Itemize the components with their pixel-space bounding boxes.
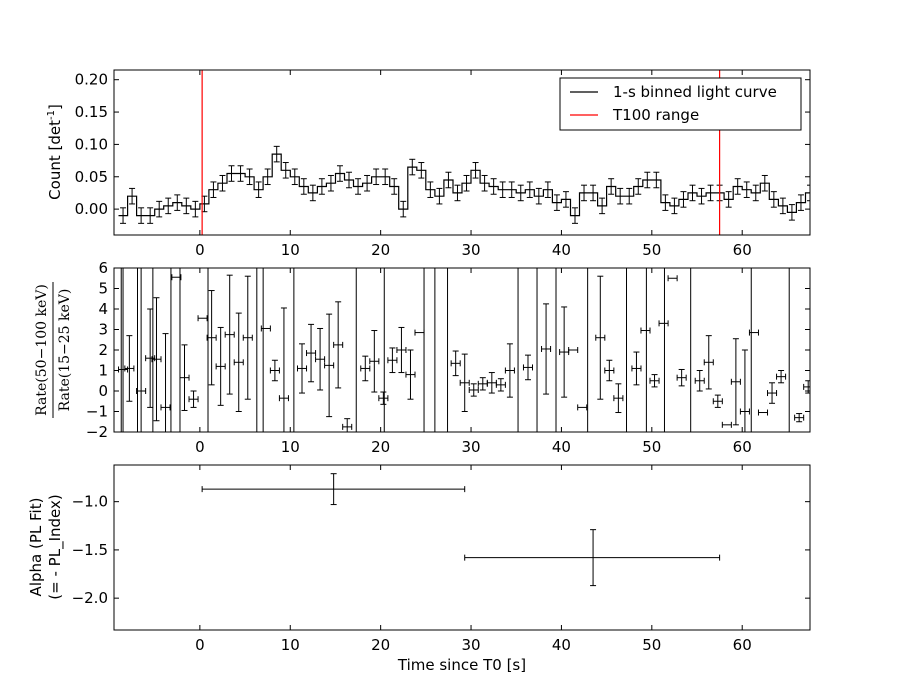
- spectral-index-ytick-label: −1.0: [72, 493, 108, 511]
- hardness-ratio-xtick-label: 0: [195, 438, 205, 456]
- spectral-index-xtick-label: 60: [733, 636, 752, 654]
- light-curve-ytick-label: 0.15: [75, 103, 108, 121]
- legend-box: [559, 77, 802, 131]
- hardness-ratio-ytick-label: 6: [98, 259, 108, 277]
- hardness-ratio-axes-frame: [113, 267, 811, 433]
- spectral-index-ylabel-line1: Alpha (PL Fit): [27, 498, 45, 597]
- light-curve-ytick-label: 0.20: [75, 71, 108, 89]
- spectral-index-xtick-label: 50: [642, 636, 661, 654]
- hardness-ratio-ytick-label: 3: [98, 321, 108, 339]
- x-axis-label: Time since T0 [s]: [397, 656, 526, 674]
- hardness-ratio-panel: 0 10 20 30 40 50 60 −2 −1 0 1 2 3 4 5 6 Rate(50−100 keV…: [34, 259, 811, 456]
- spectral-index-xtick-label: 0: [195, 636, 205, 654]
- hardness-ratio-ticks: 0 10 20 30 40 50 60 −2 −1 0 1 2 3 4 5 6: [86, 259, 811, 456]
- legend-entry-t100: T100 range: [612, 106, 699, 124]
- hardness-ratio-ytick-label: −2: [86, 423, 108, 441]
- light-curve-ytick-label: 0.05: [75, 168, 108, 186]
- spectral-index-panel: 0 10 20 30 40 50 60 −1.0 −1.5 −2.0 Alpha (PL Fit)…: [27, 464, 811, 674]
- hardness-ratio-ytick-label: 4: [98, 300, 108, 318]
- light-curve-ytick-label: 0.00: [75, 200, 108, 218]
- spectral-index-plot-area: [201, 473, 721, 587]
- light-curve-series: [118, 153, 810, 217]
- spectral-index-xtick-label: 40: [552, 636, 571, 654]
- spectral-index-xtick-label: 10: [281, 636, 300, 654]
- light-curve-xtick-label: 30: [461, 241, 480, 259]
- hardness-ratio-xtick-label: 10: [281, 438, 300, 456]
- hardness-ratio-ytick-label: 0: [98, 382, 108, 400]
- spectral-index-axes-frame: [113, 464, 811, 631]
- spectral-index-ticks: 0 10 20 30 40 50 60 −1.0 −1.5 −2.0: [72, 464, 811, 654]
- hardness-ratio-xtick-label: 50: [642, 438, 661, 456]
- hardness-ratio-plot-area: [118, 268, 810, 432]
- spectral-index-ylabel-line2: (= - PL_Index): [46, 494, 65, 599]
- hardness-ratio-ytick-label: 1: [98, 362, 108, 380]
- light-curve-xtick-label: 50: [642, 241, 661, 259]
- light-curve-xtick-label: 40: [552, 241, 571, 259]
- light-curve-axes-frame: [113, 69, 811, 236]
- hardness-ratio-ytick-label: −1: [86, 403, 108, 421]
- light-curve-plot-area: [118, 70, 810, 235]
- light-curve-xtick-label: 0: [195, 241, 205, 259]
- spectral-index-xtick-label: 20: [371, 636, 390, 654]
- hardness-ratio-ylabel: Rate(50−100 keV) Rate(15−25 keV): [34, 282, 73, 418]
- light-curve-ylabel: Count [det-1]: [46, 104, 64, 200]
- spectral-index-xtick-label: 30: [461, 636, 480, 654]
- light-curve-xtick-label: 60: [733, 241, 752, 259]
- light-curve-panel: 0 10 20 30 40 50 60 0.00 0.05 0.10 0.15 0.20 Count …: [46, 69, 811, 259]
- light-curve-ytick-label: 0.10: [75, 135, 108, 153]
- legend-entry-light-curve: 1-s binned light curve: [613, 83, 777, 101]
- ylabel-denominator: Rate(15−25 keV): [57, 289, 73, 412]
- hardness-ratio-ytick-label: 2: [98, 341, 108, 359]
- hardness-ratio-xtick-label: 30: [461, 438, 480, 456]
- light-curve-ticks: 0 10 20 30 40 50 60 0.00 0.05 0.10 0.15 0.20: [75, 69, 811, 259]
- hardness-ratio-ytick-label: 5: [98, 280, 108, 298]
- hardness-ratio-xtick-label: 60: [733, 438, 752, 456]
- spectral-index-ytick-label: −2.0: [72, 589, 108, 607]
- light-curve-xtick-label: 10: [281, 241, 300, 259]
- light-curve-xtick-label: 20: [371, 241, 390, 259]
- hardness-ratio-xtick-label: 40: [552, 438, 571, 456]
- legend: 1-s binned light curve T100 range: [559, 77, 802, 131]
- spectral-index-ytick-label: −1.5: [72, 541, 108, 559]
- ylabel-numerator: Rate(50−100 keV): [34, 284, 50, 416]
- hardness-ratio-xtick-label: 20: [371, 438, 390, 456]
